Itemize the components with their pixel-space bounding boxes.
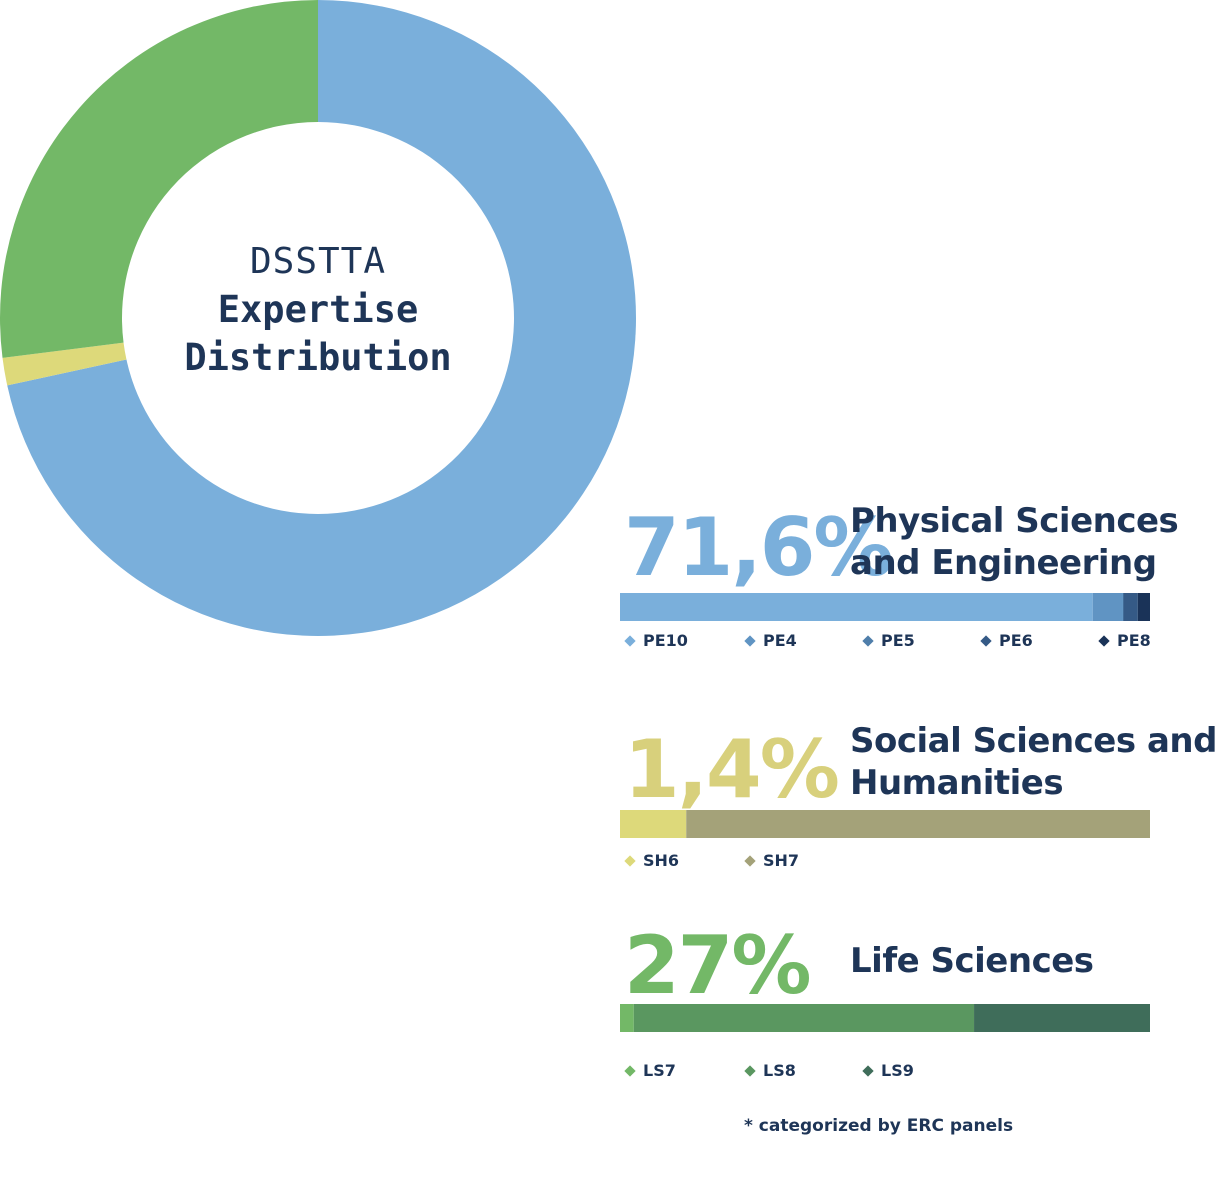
- legend-item-pe6: PE6: [978, 631, 1033, 650]
- stacked-bar-life-sciences: [620, 1004, 1150, 1032]
- diamond-icon: [1098, 634, 1110, 647]
- group-social-sciences: 1,4% Social Sciences and Humanities SH6 S…: [620, 720, 1218, 880]
- legend-label: SH6: [643, 851, 680, 870]
- bar-segment-ls8: [633, 1004, 975, 1032]
- donut-slice-2: [0, 0, 318, 358]
- legend-label: SH7: [763, 851, 800, 870]
- diamond-icon: [862, 634, 874, 647]
- diamond-icon: [624, 634, 636, 647]
- bar-segment-sh7: [686, 810, 1150, 838]
- group-life-sciences: 27% Life Sciences LS7 LS8 LS9: [620, 918, 1218, 1088]
- legend-item-sh6: SH6: [622, 851, 679, 870]
- diamond-icon: [624, 854, 636, 867]
- diamond-icon: [980, 634, 992, 647]
- donut-subtitle-line-2: Distribution: [184, 336, 452, 379]
- legend-item-ls7: LS7: [622, 1061, 676, 1080]
- bar-segment-pe10: [620, 593, 1093, 621]
- percent-social-sciences: 1,4%: [624, 723, 840, 816]
- title-line: and Engineering: [850, 543, 1157, 583]
- legend-item-pe5: PE5: [860, 631, 915, 650]
- legend-item-pe8: PE8: [1096, 631, 1151, 650]
- title-life-sciences: Life Sciences: [850, 940, 1094, 982]
- bar-segment-pe4: [1092, 593, 1123, 621]
- legend-item-ls8: LS8: [742, 1061, 796, 1080]
- legend-physical-sciences: PE10 PE4 PE5 PE6 PE8: [620, 631, 1160, 653]
- donut-subtitle: Expertise Distribution: [118, 286, 518, 382]
- donut-center-label: DSSTTA Expertise Distribution: [118, 238, 518, 382]
- donut-subtitle-line-1: Expertise: [217, 288, 419, 331]
- legend-label: PE8: [1117, 631, 1151, 650]
- legend-label: LS7: [643, 1061, 676, 1080]
- title-line: Life Sciences: [850, 941, 1094, 981]
- diamond-icon: [744, 1064, 756, 1077]
- percent-life-sciences: 27%: [624, 919, 811, 1012]
- legend-item-ls9: LS9: [860, 1061, 914, 1080]
- legend-label: PE10: [643, 631, 688, 650]
- title-line: Physical Sciences: [850, 501, 1179, 541]
- bar-segment-pe5: [1122, 593, 1124, 621]
- stacked-bar-physical-sciences: [620, 593, 1150, 621]
- group-physical-sciences: 71,6% Physical Sciences and Engineering …: [620, 500, 1218, 660]
- bar-segment-ls7: [620, 1004, 634, 1032]
- bar-segment-sh6: [620, 810, 687, 838]
- legend-label: LS9: [881, 1061, 914, 1080]
- donut-chart: [0, 0, 636, 636]
- legend-label: LS8: [763, 1061, 796, 1080]
- legend-life-sciences: LS7 LS8 LS9: [620, 1061, 1160, 1083]
- footnote: * categorized by ERC panels: [744, 1116, 1014, 1136]
- legend-label: PE5: [881, 631, 915, 650]
- percent-physical-sciences: 71,6%: [624, 501, 894, 594]
- legend-item-pe4: PE4: [742, 631, 797, 650]
- diamond-icon: [624, 1064, 636, 1077]
- title-line: Humanities: [850, 763, 1064, 803]
- title-line: Social Sciences and: [850, 721, 1217, 761]
- diamond-icon: [744, 634, 756, 647]
- legend-label: PE4: [763, 631, 797, 650]
- diamond-icon: [862, 1064, 874, 1077]
- legend-label: PE6: [999, 631, 1033, 650]
- bar-segment-ls9: [974, 1004, 1150, 1032]
- bar-segment-pe6: [1123, 593, 1138, 621]
- donut-title: DSSTTA: [249, 241, 387, 282]
- legend-social-sciences: SH6 SH7: [620, 851, 1160, 873]
- legend-item-pe10: PE10: [622, 631, 688, 650]
- donut-slice-1: [2, 342, 127, 386]
- donut-slice-0: [7, 0, 636, 636]
- title-physical-sciences: Physical Sciences and Engineering: [850, 500, 1179, 584]
- title-social-sciences: Social Sciences and Humanities: [850, 720, 1217, 804]
- bar-segment-pe8: [1137, 593, 1150, 621]
- legend-item-sh7: SH7: [742, 851, 799, 870]
- stacked-bar-social-sciences: [620, 810, 1150, 838]
- diamond-icon: [744, 854, 756, 867]
